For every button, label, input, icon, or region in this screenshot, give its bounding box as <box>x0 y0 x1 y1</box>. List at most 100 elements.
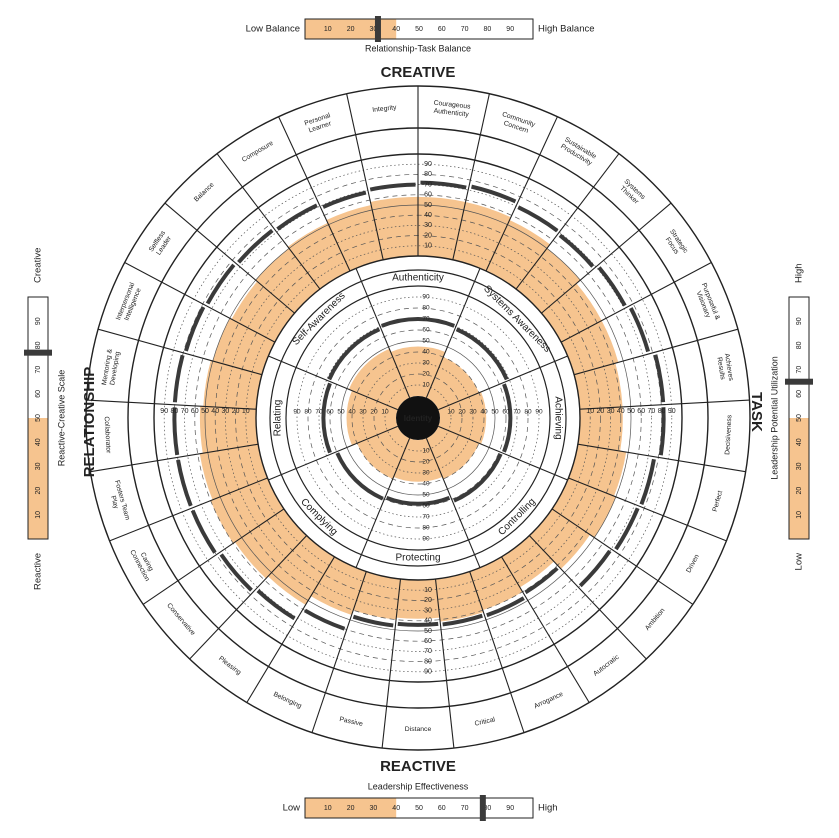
outer-spoke <box>501 556 590 703</box>
outer-label: Perfect <box>712 490 725 513</box>
outer-label-text: Authenticity <box>433 108 469 119</box>
scale-tick: 70 <box>35 366 42 374</box>
inner-marker <box>453 453 503 503</box>
outer-bar <box>396 579 440 619</box>
inner-tick-label: 80 <box>304 409 312 416</box>
outer-spoke <box>568 477 727 542</box>
inner-tick-label: 90 <box>293 409 301 416</box>
inner-grid-ring <box>318 318 518 518</box>
outer-marker <box>303 608 346 631</box>
inner-tick-label: 90 <box>535 409 543 416</box>
scale-tick: 20 <box>347 805 355 812</box>
inner-tick-label: 40 <box>348 409 356 416</box>
outer-spoke <box>109 477 268 542</box>
scale-tick: 20 <box>347 26 355 33</box>
outer-marker <box>653 354 666 403</box>
inner-tick-label: 80 <box>524 409 532 416</box>
outer-spoke <box>124 262 276 343</box>
scale-tick: 20 <box>35 487 42 495</box>
outer-bar <box>310 556 367 616</box>
outer-spoke <box>452 93 490 260</box>
outer-marker <box>658 407 666 456</box>
outer-bar <box>210 477 284 544</box>
inner-marker <box>321 382 332 454</box>
scale-frame <box>27 296 49 540</box>
outer-tick-label: 20 <box>597 408 605 415</box>
outer-spoke <box>469 571 525 733</box>
scale-tick: 40 <box>796 438 803 446</box>
outer-marker <box>219 553 253 592</box>
scale-fill <box>789 418 809 539</box>
inner-label: Authenticity <box>392 273 444 284</box>
inner-tick-label: 60 <box>422 327 430 334</box>
scale-frame <box>304 797 534 819</box>
inner-tick-label: 10 <box>447 409 455 416</box>
outer-bar <box>326 204 384 271</box>
scale-high-label: High Balance <box>538 24 595 35</box>
outer-label-text: Belonging <box>272 691 303 710</box>
scale-tick: 30 <box>796 462 803 470</box>
inner-spoke <box>425 268 481 398</box>
outer-grid-ring <box>163 163 673 673</box>
scale-marker <box>785 378 813 385</box>
scale-tick: 10 <box>796 511 803 519</box>
outer-tick-label: 70 <box>424 181 432 188</box>
outer-marker <box>184 306 206 352</box>
outer-bar <box>212 318 275 375</box>
outer-bar <box>268 535 335 605</box>
outer-grid-ring <box>245 245 591 591</box>
outer-spoke <box>560 262 712 343</box>
outer-label-text: Play <box>109 495 119 510</box>
outer-label-text: Integrity <box>372 104 397 114</box>
scale-tick: 80 <box>484 805 492 812</box>
scale-tick: 10 <box>35 511 42 519</box>
outer-label-text: Balance <box>193 181 216 203</box>
inner-bar <box>426 357 479 410</box>
inner-marker <box>335 452 384 501</box>
inner-tick-label: 40 <box>480 409 488 416</box>
outer-label-text: Distance <box>405 726 432 733</box>
scale-title: Leadership Effectiveness <box>368 781 469 791</box>
outer-tick-label: 60 <box>191 408 199 415</box>
outer-label: Integrity <box>372 104 397 114</box>
outer-bar <box>516 248 581 314</box>
outer-spoke <box>573 328 739 376</box>
outer-label: Conservative <box>165 602 196 637</box>
outer-spoke <box>246 556 335 703</box>
inner-tick-label: 50 <box>337 409 345 416</box>
outer-label: Autocratic <box>592 654 621 678</box>
scale-tick: 90 <box>35 317 42 325</box>
outer-marker <box>237 228 274 264</box>
outer-label: Passive <box>339 716 364 728</box>
scale-title: Relationship-Task Balance <box>365 43 471 53</box>
inner-tick-label: 70 <box>422 514 430 521</box>
outer-tick-label: 90 <box>668 408 676 415</box>
outer-marker <box>471 184 517 204</box>
outer-marker <box>597 266 627 307</box>
scale-tick: 70 <box>461 26 469 33</box>
inner-border <box>269 269 567 567</box>
inner-label: Relating <box>273 400 284 437</box>
outer-tick-label: 60 <box>424 638 432 645</box>
outer-marker <box>369 182 416 192</box>
leadership-potential-scale: 10 20 30 40 50 60 70 80 90 Low High Leadership Pote… <box>769 263 813 570</box>
outer-marker <box>397 621 439 627</box>
outer-tick-label: 60 <box>637 408 645 415</box>
outer-label-text: Arrogance <box>533 691 565 711</box>
outer-grid-ring <box>194 194 642 642</box>
scale-low-label: Low <box>794 553 805 571</box>
outer-tick-label: 90 <box>424 669 432 676</box>
scale-tick: 60 <box>796 390 803 398</box>
outer-marker <box>205 263 236 305</box>
outer-label-text: Composure <box>241 140 275 164</box>
inner-tick-label: 30 <box>422 470 430 477</box>
scale-tick: 50 <box>415 26 423 33</box>
outer-tick-label: 50 <box>424 628 432 635</box>
